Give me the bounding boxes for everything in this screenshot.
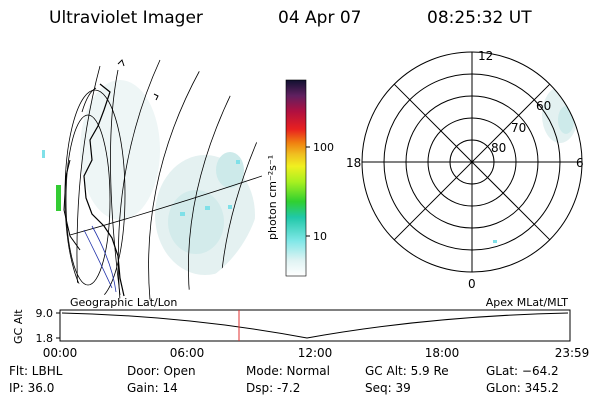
track-line: [91, 225, 117, 293]
emission-green-band: [56, 185, 61, 211]
mlat-label-80: 80: [491, 141, 506, 155]
emission-speck: [236, 160, 240, 164]
ip-info: IP: 36.0: [9, 381, 55, 395]
glon-info: GLon: 345.2: [486, 381, 559, 395]
colorbar-label: photon cm⁻²s⁻¹: [266, 155, 279, 240]
colorbar-tick-label: 10: [313, 230, 327, 243]
dsp-info: Dsp: -7.2: [246, 381, 301, 395]
coastline: [153, 93, 159, 101]
colorbar: 100 10 photon cm⁻²s⁻¹: [266, 79, 334, 277]
altitude-y-tick-label: 1.8: [36, 332, 54, 345]
geographic-label: Geographic Lat/Lon: [70, 296, 177, 309]
emission-patch: [80, 80, 160, 220]
emission-patch: [168, 190, 224, 254]
mlt-label-12: 12: [478, 49, 493, 63]
time-tick-label: 23:59: [555, 346, 590, 360]
time-label: 08:25:32 UT: [427, 8, 532, 28]
mlat-label-60: 60: [536, 99, 551, 113]
grid-meridian: [148, 69, 201, 300]
date-label: 04 Apr 07: [278, 8, 362, 28]
door-info: Door: Open: [127, 364, 196, 378]
glat-info: GLat: −64.2: [486, 364, 559, 378]
grid-meridian: [110, 69, 121, 296]
grid-parallel: [69, 175, 262, 236]
apex-label: Apex MLat/MLT: [486, 296, 569, 309]
emission-speck: [205, 206, 210, 210]
emission-patch: [558, 106, 574, 134]
emission-patch: [216, 152, 244, 188]
altitude-strip: Geographic Lat/Lon Apex MLat/MLT 9.0 1.8…: [12, 296, 589, 360]
emission-speck: [180, 212, 185, 216]
geographic-map: [42, 59, 262, 300]
colorbar-gradient: [285, 79, 307, 277]
coastline: [63, 159, 81, 251]
instrument-title: Ultraviolet Imager: [49, 8, 203, 28]
emission-speck: [493, 240, 497, 243]
polar-plot: 12 18 6 0 60 70 80: [346, 49, 584, 291]
mlt-label-18: 18: [346, 156, 361, 170]
coastline: [117, 59, 125, 67]
altitude-frame: [59, 309, 571, 342]
time-tick-label: 18:00: [425, 346, 460, 360]
mlt-label-6: 6: [576, 156, 584, 170]
grid-meridian: [117, 59, 161, 300]
time-tick-label: 12:00: [298, 346, 333, 360]
grid-parallel: [65, 114, 111, 286]
track-line: [83, 229, 113, 289]
mlat-label-70: 70: [511, 121, 526, 135]
mode-info: Mode: Normal: [246, 364, 330, 378]
time-tick-label: 00:00: [43, 346, 78, 360]
grid-parallel: [81, 87, 97, 113]
emission-speck: [228, 205, 232, 209]
coastline: [83, 83, 125, 297]
altitude-y-tick-label: 9.0: [36, 307, 54, 320]
map-emission: [42, 59, 262, 300]
mlt-label-0: 0: [468, 277, 476, 291]
colorbar-tick-label: 100: [313, 141, 334, 154]
grid-meridian: [76, 65, 101, 299]
emission-speck: [42, 150, 45, 158]
altitude-axis-label: GC Alt: [12, 309, 25, 344]
filter-info: Flt: LBHL: [9, 364, 63, 378]
altitude-curve: [61, 312, 569, 339]
time-tick-label: 06:00: [170, 346, 205, 360]
seq-info: Seq: 39: [365, 381, 411, 395]
gc-alt-info: GC Alt: 5.9 Re: [365, 364, 449, 378]
polar-diagonal: [393, 83, 551, 241]
gain-info: Gain: 14: [127, 381, 178, 395]
